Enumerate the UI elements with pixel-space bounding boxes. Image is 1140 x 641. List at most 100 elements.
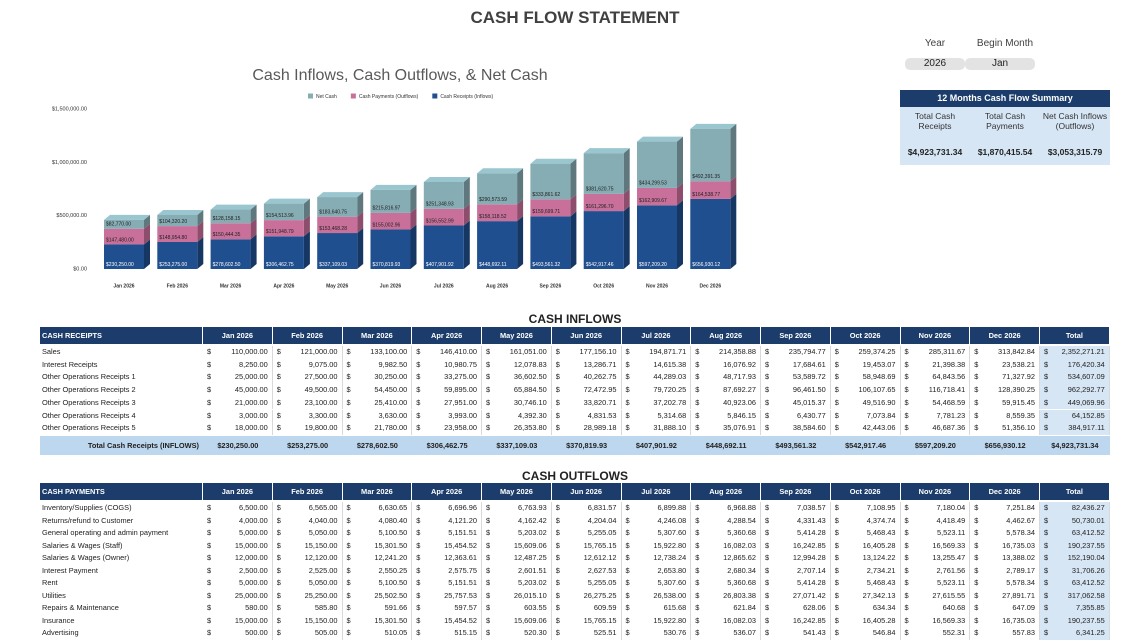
table-cell: $15,301.50	[343, 614, 413, 627]
table-cell: $2,734.21	[831, 564, 901, 577]
table-cell: $9,075.00	[273, 358, 343, 372]
currency: $	[486, 590, 491, 600]
currency: $	[834, 423, 839, 433]
currency: $	[416, 515, 421, 525]
currency: $	[346, 515, 351, 525]
row-label: Salaries & Wages (Owner)	[42, 553, 130, 562]
cell-value: 27,951.00	[444, 397, 477, 407]
cell-value: 4,374.74	[866, 515, 896, 525]
bar-side	[410, 184, 417, 213]
cell-value: 4,831.53	[587, 410, 617, 420]
month-input[interactable]: Jan	[965, 58, 1035, 70]
currency: $	[555, 397, 560, 407]
table-cell: $23,958.00	[412, 422, 482, 435]
table-cell: $27,891.71	[970, 589, 1040, 602]
currency: $	[904, 540, 909, 550]
currency: $	[486, 528, 491, 537]
total-value: $4,923,731.34	[1051, 440, 1099, 450]
cell-value: 13,286.71	[583, 359, 617, 369]
table-cell: $26,353.80	[482, 422, 552, 435]
table-cell: $16,735.03	[970, 614, 1040, 627]
table-cell: $13,255.47	[901, 552, 971, 565]
bar-side	[730, 193, 737, 269]
cell-value: 31,888.10	[653, 423, 687, 433]
table-cell: $6,968.88	[691, 502, 761, 515]
cell-value: 15,000.00	[234, 615, 268, 625]
legend-label: Cash Payments (Outflows)	[359, 94, 419, 100]
cell-value: 4,462.67	[1006, 515, 1035, 525]
currency: $	[346, 565, 351, 575]
currency: $	[765, 503, 770, 512]
currency: $	[1044, 603, 1049, 612]
cell-value: 5,255.05	[587, 578, 617, 587]
currency: $	[765, 359, 770, 369]
value-label: $161,296.70	[586, 204, 614, 210]
table-cell: $21,780.00	[343, 422, 413, 435]
table-cell: $580.00	[203, 602, 273, 615]
currency: $	[276, 603, 281, 612]
column-header: Feb 2026	[272, 483, 343, 500]
cell-value: 2,680.34	[727, 565, 756, 575]
table-cell: $12,120.00	[273, 552, 343, 565]
cell-value: 557.83	[1012, 628, 1035, 637]
table-cell: $591.66	[343, 602, 413, 615]
currency: $	[904, 565, 909, 575]
column-header: Mar 2026	[342, 327, 413, 344]
currency: $	[486, 385, 491, 395]
bar-side	[570, 158, 577, 200]
currency: $	[1044, 423, 1049, 433]
currency: $	[834, 578, 839, 587]
table-cell: $16,569.33	[901, 539, 971, 552]
cell-value: 5,000.00	[238, 528, 268, 537]
bar-side	[677, 200, 683, 269]
currency: $	[625, 515, 630, 525]
currency: $	[486, 540, 491, 550]
table-cell: $5,578.34	[970, 527, 1040, 540]
summary-title: 12 Months Cash Flow Summary	[900, 90, 1110, 107]
currency: $	[207, 423, 212, 433]
table-cell: $25,502.50	[343, 589, 413, 602]
currency: $	[625, 565, 630, 575]
cell-value: 15,609.06	[513, 540, 547, 550]
currency: $	[207, 615, 212, 625]
currency: $	[834, 385, 839, 395]
y-tick-label: $1,000,000.00	[52, 160, 87, 166]
currency: $	[416, 528, 421, 537]
table-cell: $27,615.55	[901, 589, 971, 602]
cell-value: 609.59	[593, 603, 617, 612]
cell-value: 384,917.11	[1068, 423, 1105, 433]
value-label: $306,462.75	[266, 262, 294, 268]
currency: $	[207, 410, 212, 420]
table-cell: $19,453.07	[831, 358, 901, 372]
cell-value: 15,000.00	[234, 540, 268, 550]
table-cell: $2,680.34	[691, 564, 761, 577]
table-cell: $161,051.00	[482, 346, 552, 359]
currency: $	[416, 615, 421, 625]
cell-value: 6,430.77	[796, 410, 826, 420]
row-label: Interest Payment	[42, 565, 98, 575]
year-input[interactable]: 2026	[905, 58, 965, 70]
table-cell: $37,202.78	[622, 396, 692, 410]
table-cell: $2,761.56	[901, 564, 971, 577]
currency: $	[974, 540, 979, 550]
bar-side	[517, 216, 524, 269]
table-cell: $16,076.92	[691, 358, 761, 372]
currency: $	[625, 359, 630, 369]
bar	[157, 214, 198, 227]
currency: $	[346, 372, 351, 382]
currency: $	[346, 385, 351, 395]
currency: $	[974, 397, 979, 407]
cell-value: 23,100.00	[304, 397, 338, 407]
table-cell: $5,203.02	[482, 527, 552, 540]
cell-value: 15,922.80	[653, 615, 687, 625]
table-cell: $4,288.54	[691, 514, 761, 527]
chart: Cash Inflows, Cash Outflows, & Net Cash …	[52, 67, 737, 289]
currency: $	[346, 347, 351, 356]
cell-value: 128,390.25	[998, 385, 1035, 395]
cell-value: 190,237.55	[1067, 615, 1105, 625]
table-cell: $26,803.38	[691, 589, 761, 602]
currency: $	[207, 397, 212, 407]
value-label: $158,118.52	[479, 214, 507, 220]
table-cell: $25,757.53	[412, 589, 482, 602]
table-cell: $15,765.15	[552, 539, 622, 552]
